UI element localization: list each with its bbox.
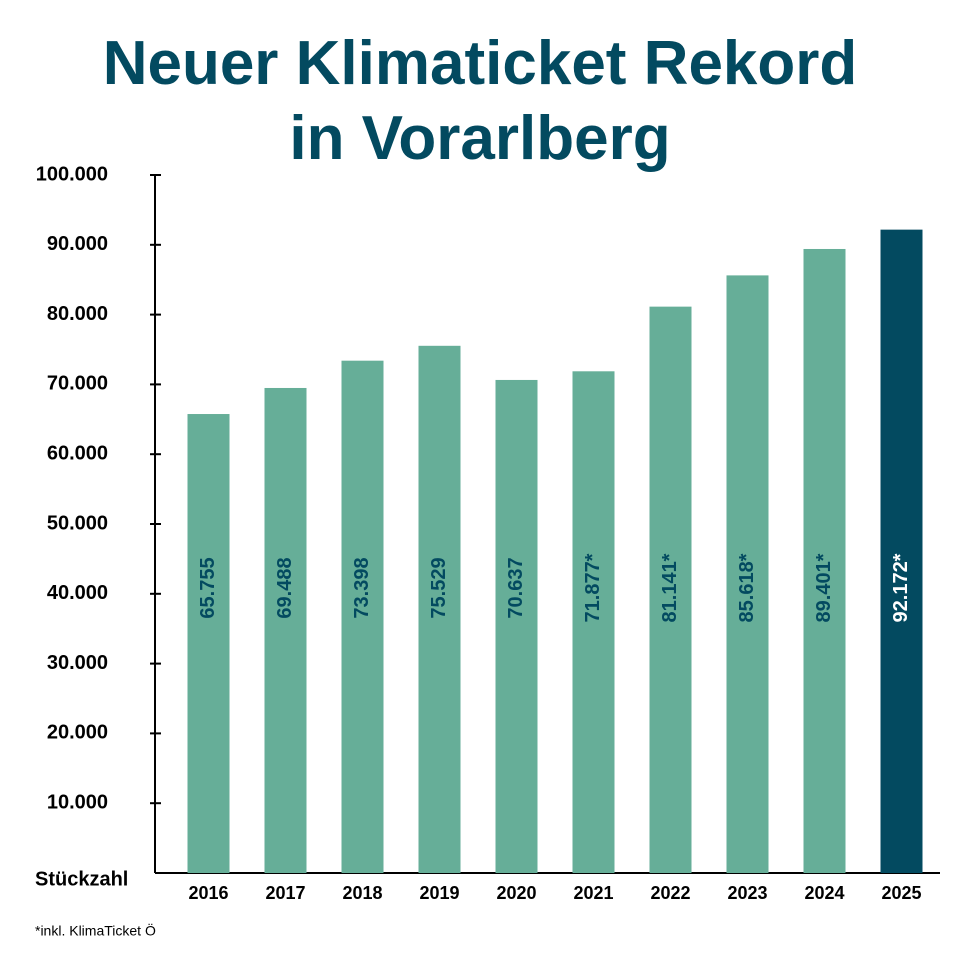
- y-tick-label: 90.000: [47, 233, 108, 255]
- chart-title: Neuer Klimaticket Rekord in Vorarlberg: [103, 29, 858, 173]
- y-tick-label: 10.000: [47, 791, 108, 813]
- y-tick-label: 70.000: [47, 373, 108, 395]
- y-tick-label: 20.000: [47, 722, 108, 744]
- x-tick-label: 2017: [265, 883, 305, 903]
- y-axis-label: Stückzahl: [35, 868, 128, 890]
- x-tick-label: 2024: [804, 883, 844, 903]
- value-label: 75.529: [428, 557, 450, 618]
- y-tick-label: 60.000: [47, 442, 108, 464]
- value-label: 65.755: [197, 557, 219, 618]
- bar: [803, 248, 846, 873]
- x-tick-label: 2022: [650, 883, 690, 903]
- value-label: 73.398: [351, 557, 373, 618]
- x-tick-label: 2023: [727, 883, 767, 903]
- title-line: Neuer Klimaticket Rekord: [103, 29, 858, 98]
- bar: [495, 379, 538, 873]
- y-tick-label: 50.000: [47, 512, 108, 534]
- bar: [880, 229, 923, 874]
- bar: [264, 387, 307, 873]
- bar: [341, 360, 384, 873]
- footnote: *inkl. KlimaTicket Ö: [35, 922, 156, 939]
- bar: [187, 414, 230, 873]
- value-label: 70.637: [505, 557, 527, 618]
- x-tick-label: 2021: [573, 883, 613, 903]
- title-line: in Vorarlberg: [289, 104, 670, 173]
- y-tick-label: 80.000: [47, 303, 108, 325]
- x-tick-label: 2019: [419, 883, 459, 903]
- bar: [418, 345, 461, 873]
- bar: [649, 306, 692, 873]
- value-label: 92.172*: [890, 553, 912, 622]
- value-label: 85.618*: [736, 553, 758, 622]
- bar: [572, 371, 615, 873]
- value-label: 81.141*: [659, 553, 681, 622]
- x-tick-label: 2025: [881, 883, 921, 903]
- x-tick-label: 2018: [342, 883, 382, 903]
- x-tick-label: 2016: [188, 883, 228, 903]
- x-tick-label: 2020: [496, 883, 536, 903]
- y-tick-label: 40.000: [47, 582, 108, 604]
- y-tick-label: 100.000: [36, 163, 108, 185]
- value-label: 69.488: [274, 557, 296, 618]
- bar: [726, 275, 769, 873]
- value-label: 71.877*: [582, 553, 604, 622]
- y-tick-label: 30.000: [47, 652, 108, 674]
- value-label: 89.401*: [813, 553, 835, 622]
